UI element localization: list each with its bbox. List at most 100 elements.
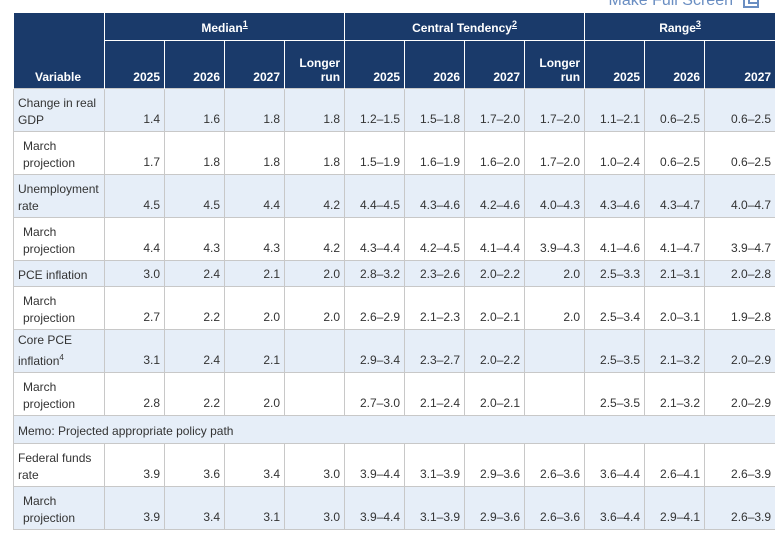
table-row: Core PCE inflation4 3.1 2.4 2.1 2.9–3.4 2.3…	[13, 329, 775, 373]
row-label: PCE inflation	[13, 260, 105, 287]
cell: 2.0	[283, 286, 346, 330]
cell: 1.7–2.0	[524, 88, 586, 132]
cell: 4.5	[164, 174, 225, 218]
cell: 4.4	[224, 174, 285, 218]
cell: 2.2	[164, 372, 225, 416]
cell: 1.0–2.4	[584, 131, 646, 175]
cell: 2.4	[164, 329, 225, 373]
table-row: Change in real GDP 1.4 1.6 1.8 1.8 1.2–1.5 1…	[13, 88, 775, 132]
top-bar: Make Full Screen	[0, 0, 775, 13]
cell: 2.6–3.6	[524, 486, 586, 530]
cell: 2.1–2.3	[404, 286, 466, 330]
table-row: March projection 3.9 3.4 3.1 3.0 3.9–4.4 3.1…	[13, 486, 775, 530]
row-label: March projection	[13, 486, 105, 530]
fullscreen-icon[interactable]	[743, 0, 759, 8]
cell: 2.6–2.9	[344, 286, 406, 330]
cell: 2.0–2.9	[704, 329, 775, 373]
cell: 3.1–3.9	[404, 443, 466, 487]
footnote-3-link[interactable]: 3	[695, 18, 701, 29]
cell: 1.8	[283, 131, 346, 175]
cell: 3.6	[164, 443, 225, 487]
cell: 2.8–3.2	[344, 260, 406, 287]
cell: 4.1–4.7	[644, 217, 706, 261]
cell: 2.1–3.2	[644, 372, 706, 416]
cell: 2.1–3.2	[644, 329, 706, 373]
cell: 2.8	[104, 372, 165, 416]
cell: 2.0	[283, 260, 346, 287]
cell: 2.0–2.9	[704, 372, 775, 416]
cell: 4.3	[164, 217, 225, 261]
cell: 1.1–2.1	[584, 88, 646, 132]
cell: 2.5–3.4	[584, 286, 646, 330]
cell: 2.9–4.1	[644, 486, 706, 530]
cell: 2.0	[224, 286, 285, 330]
table-row: Federal funds rate 3.9 3.6 3.4 3.0 3.9–4.4 3…	[13, 443, 775, 487]
cell: 2.0	[524, 260, 586, 287]
cell	[283, 372, 346, 416]
col-range-2026: 2026	[644, 40, 706, 89]
col-variable: Variable	[13, 40, 105, 89]
cell: 4.2–4.5	[404, 217, 466, 261]
cell: 3.9–4.7	[704, 217, 775, 261]
cell: 3.9	[104, 443, 165, 487]
cell: 2.3–2.6	[404, 260, 466, 287]
cell: 4.3–4.7	[644, 174, 706, 218]
cell: 2.1	[224, 260, 285, 287]
cell: 3.0	[104, 260, 165, 287]
cell: 4.3	[224, 217, 285, 261]
memo-row: Memo: Projected appropriate policy path	[12, 415, 775, 444]
cell: 2.9–3.6	[464, 486, 526, 530]
row-label: March projection	[13, 217, 105, 261]
cell: 2.1–2.4	[404, 372, 466, 416]
cell: 3.6–4.4	[584, 486, 646, 530]
cell: 4.3–4.6	[404, 174, 466, 218]
cell: 2.5–3.5	[584, 329, 646, 373]
footnote-1-link[interactable]: 1	[242, 18, 248, 29]
cell	[524, 329, 586, 373]
table-row: March projection 2.7 2.2 2.0 2.0 2.6–2.9 2.1…	[13, 286, 775, 330]
col-ct-2025: 2025	[344, 40, 406, 89]
cell: 1.9–2.8	[704, 286, 775, 330]
col-ct-longer-run: Longer run	[524, 40, 586, 89]
row-label: March projection	[13, 131, 105, 175]
table-row: March projection 1.7 1.8 1.8 1.8 1.5–1.9 1.6…	[13, 131, 775, 175]
cell: 2.0–2.1	[464, 286, 526, 330]
cell: 1.7–2.0	[464, 88, 526, 132]
cell: 1.6–1.9	[404, 131, 466, 175]
cell: 1.5–1.8	[404, 88, 466, 132]
cell: 2.0–2.1	[464, 372, 526, 416]
cell: 2.5–3.5	[584, 372, 646, 416]
cell: 0.6–2.5	[704, 88, 775, 132]
col-median-2025: 2025	[104, 40, 165, 89]
cell: 2.6–4.1	[644, 443, 706, 487]
make-full-screen-link[interactable]: Make Full Screen	[608, 0, 734, 9]
cell: 4.4	[104, 217, 165, 261]
cell: 2.6–3.9	[704, 443, 775, 487]
cell	[283, 329, 346, 373]
col-range-2027: 2027	[704, 40, 775, 89]
footnote-2-link[interactable]: 2	[511, 18, 517, 29]
cell: 2.9–3.6	[464, 443, 526, 487]
cell: 0.6–2.5	[644, 88, 706, 132]
cell: 3.0	[283, 443, 346, 487]
table-row: Unemployment rate 4.5 4.5 4.4 4.2 4.4–4.5 4.…	[13, 174, 775, 218]
cell: 3.1–3.9	[404, 486, 466, 530]
cell: 2.0	[524, 286, 586, 330]
footnote-4-link[interactable]: 4	[59, 353, 64, 362]
cell: 3.9–4.3	[524, 217, 586, 261]
row-label: Core PCE inflation4	[13, 329, 105, 373]
cell: 3.4	[164, 486, 225, 530]
cell: 1.8	[224, 88, 285, 132]
cell: 2.0–2.8	[704, 260, 775, 287]
col-ct-2027: 2027	[464, 40, 526, 89]
cell: 4.5	[104, 174, 165, 218]
row-label: March projection	[13, 372, 105, 416]
cell: 2.0–3.1	[644, 286, 706, 330]
cell: 2.0–2.2	[464, 329, 526, 373]
cell: 2.3–2.7	[404, 329, 466, 373]
col-ct-2026: 2026	[404, 40, 466, 89]
cell: 3.1	[224, 486, 285, 530]
row-label: Unemployment rate	[13, 174, 105, 218]
cell: 2.0–2.2	[464, 260, 526, 287]
col-median-2027: 2027	[224, 40, 285, 89]
